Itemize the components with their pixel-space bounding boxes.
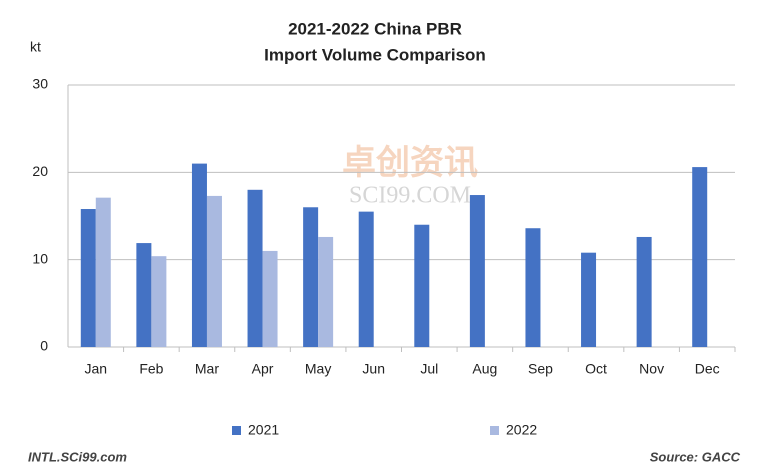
bar — [95, 197, 111, 347]
bar — [151, 256, 167, 347]
x-tick-label: Feb — [139, 361, 163, 377]
bar — [262, 250, 278, 347]
legend-label: 2022 — [506, 422, 537, 438]
bar — [206, 195, 222, 347]
y-tick-label: 20 — [32, 163, 48, 179]
bar — [469, 195, 485, 347]
x-tick-label: Mar — [195, 361, 219, 377]
chart-subtitle: Import Volume Comparison — [264, 45, 486, 64]
bar — [692, 167, 708, 347]
x-tick-label: Apr — [252, 361, 274, 377]
x-tick-label: May — [305, 361, 331, 377]
y-tick-label: 0 — [40, 338, 48, 354]
x-tick-label: Jun — [362, 361, 385, 377]
bar — [80, 209, 96, 347]
y-tick-label: 10 — [32, 250, 48, 266]
x-tick-label: Dec — [695, 361, 720, 377]
legend-swatch — [490, 426, 499, 435]
bar — [525, 228, 541, 347]
y-tick-label: 30 — [32, 76, 48, 92]
legend-swatch — [232, 426, 241, 435]
bar — [581, 252, 597, 347]
x-tick-label: Sep — [528, 361, 553, 377]
x-tick-label: Jan — [85, 361, 108, 377]
bar — [191, 163, 207, 347]
x-tick-label: Aug — [472, 361, 497, 377]
x-tick-label: Nov — [639, 361, 664, 377]
watermark: 卓创资讯 — [342, 144, 478, 182]
footer-left: INTL.SCi99.com — [28, 449, 127, 464]
bar — [414, 224, 430, 347]
legend-label: 2021 — [248, 422, 279, 438]
bar — [636, 236, 652, 347]
x-tick-label: Jul — [420, 361, 438, 377]
bar — [318, 236, 334, 347]
bar — [358, 211, 374, 347]
bar — [247, 189, 263, 347]
bar — [136, 243, 152, 347]
chart-title: 2021-2022 China PBR — [288, 19, 462, 38]
bar — [303, 207, 319, 347]
watermark-sub: SCI99.COM — [349, 183, 471, 209]
x-tick-label: Oct — [585, 361, 607, 377]
footer-right: Source: GACC — [650, 449, 741, 464]
y-axis-label: kt — [30, 39, 41, 55]
